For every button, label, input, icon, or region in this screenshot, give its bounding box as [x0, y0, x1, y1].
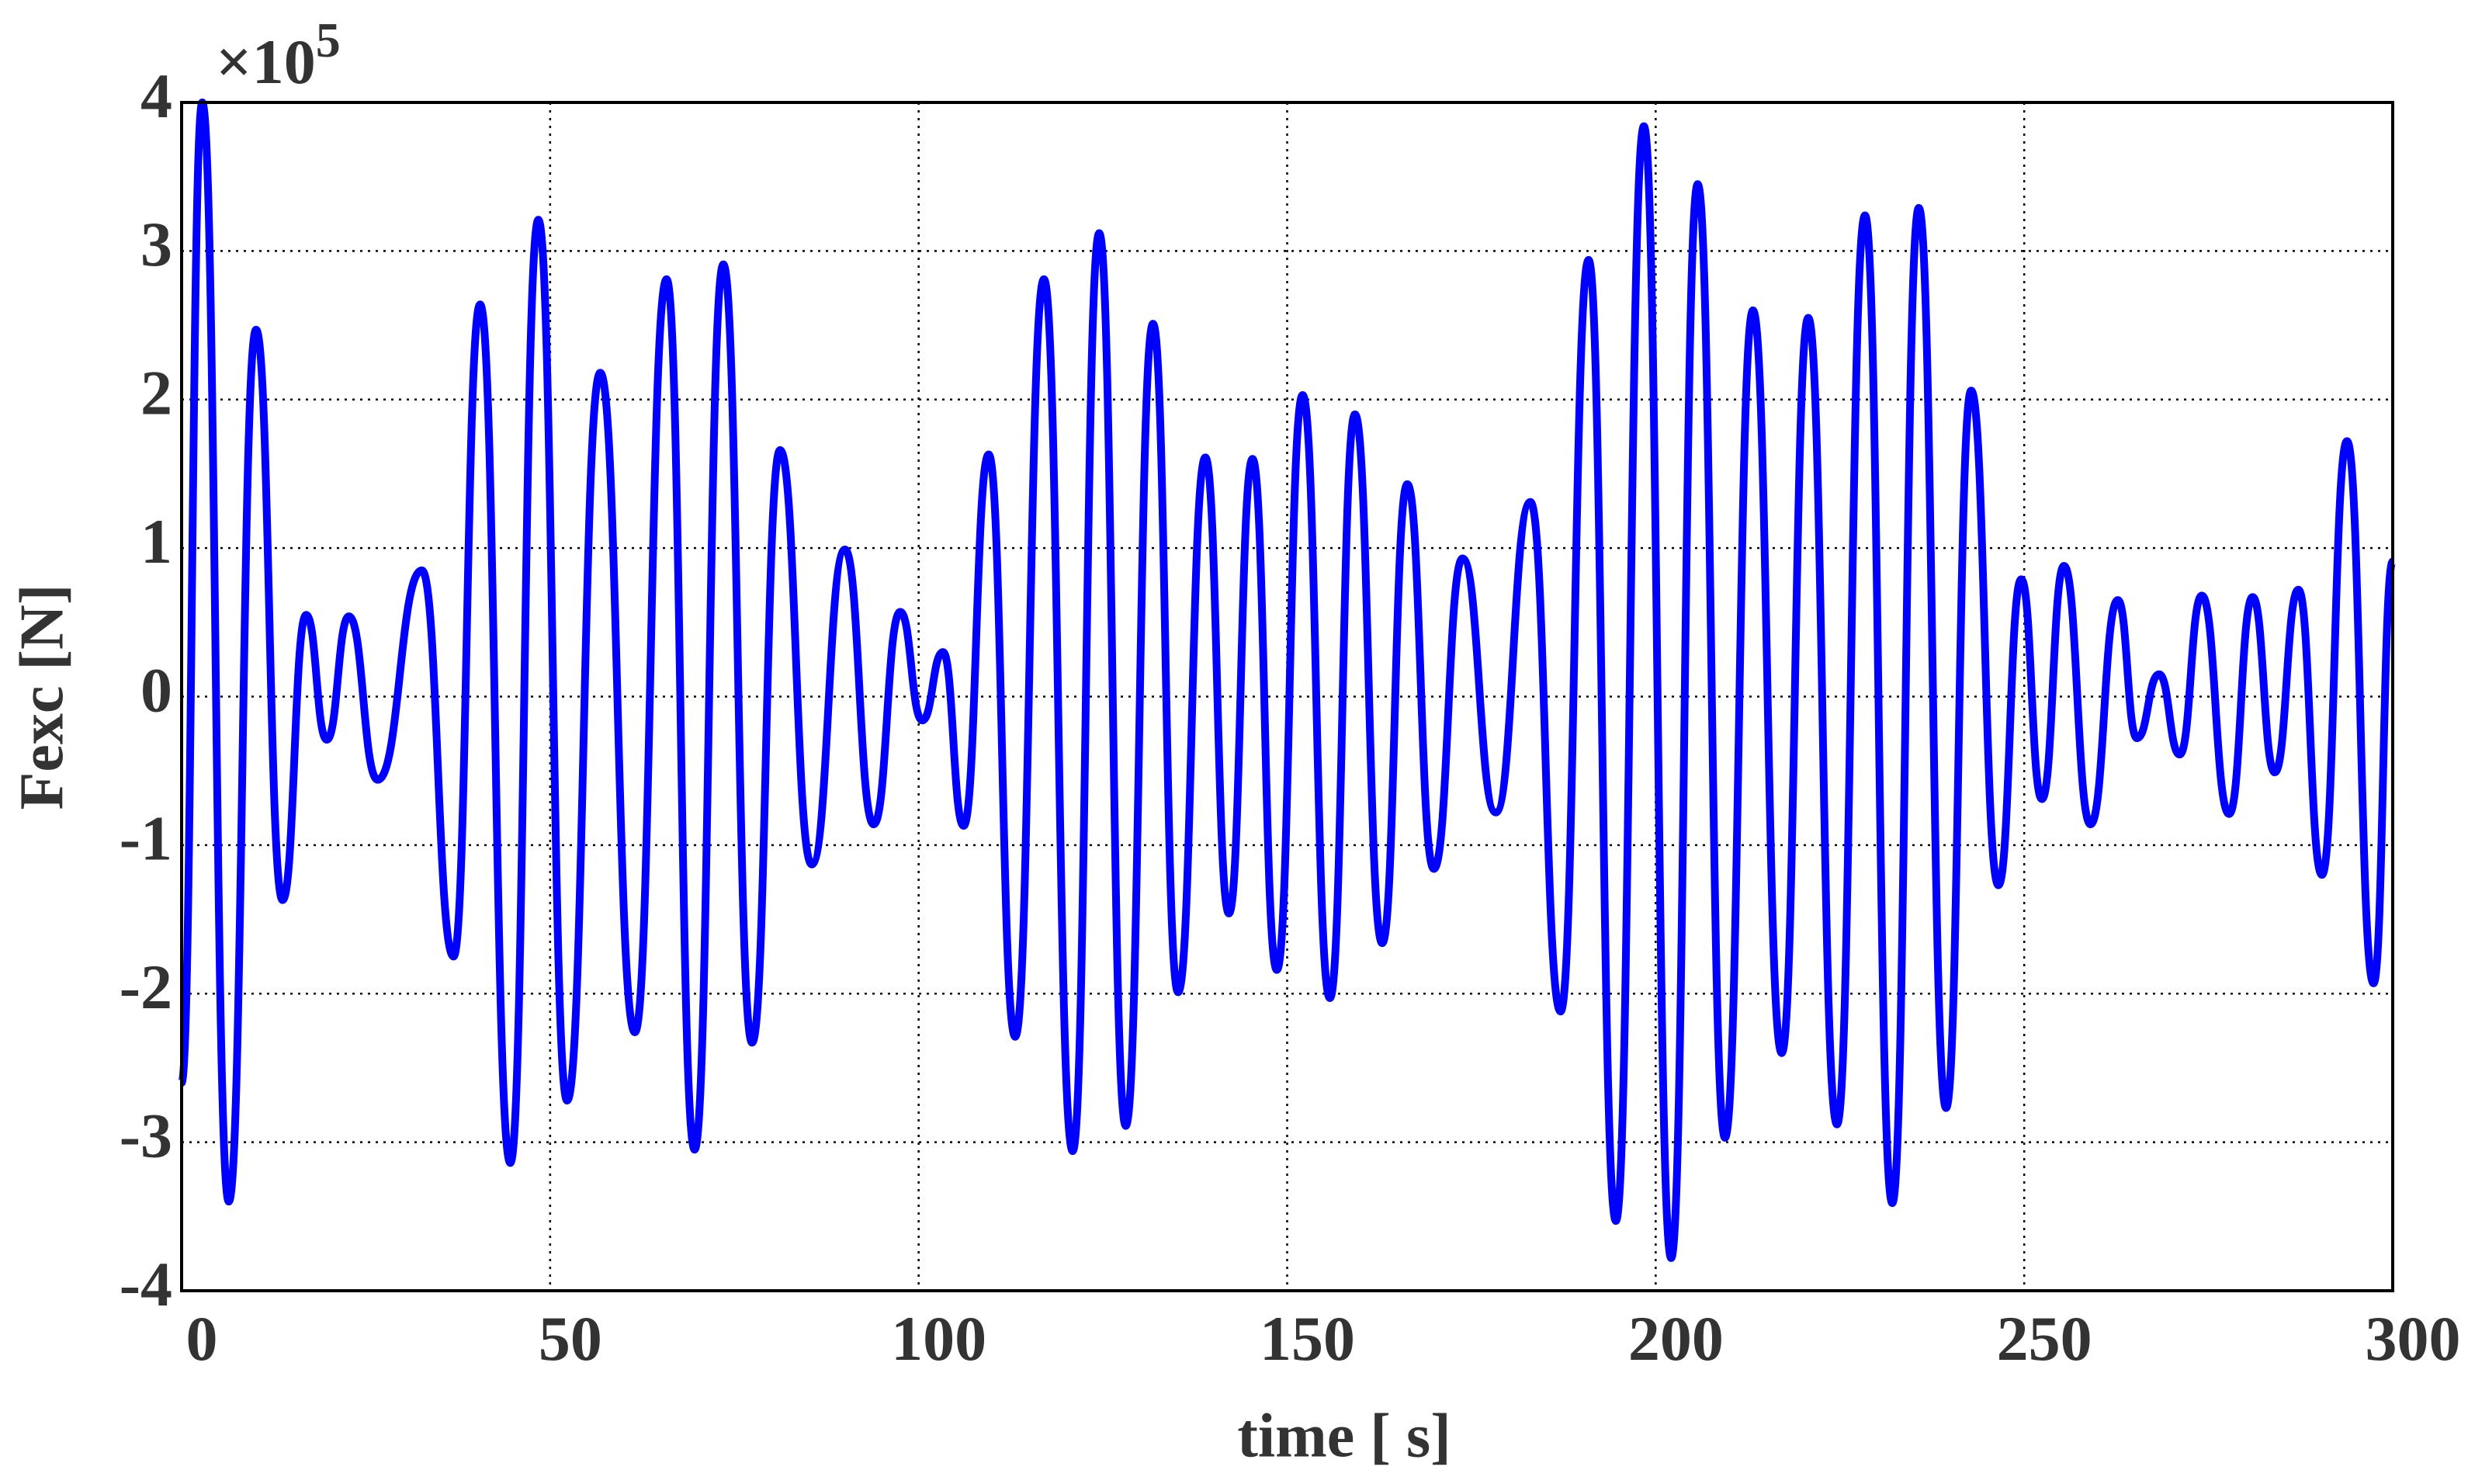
y-multiplier: ×105: [216, 12, 341, 97]
y-tick-label: 2: [140, 358, 172, 428]
x-tick-label: 200: [1628, 1303, 1724, 1374]
y-tick-label: 3: [140, 209, 172, 279]
y-tick-label: -4: [120, 1249, 172, 1319]
y-tick-label: -3: [120, 1100, 172, 1170]
plot-frame: [180, 101, 2394, 1292]
y-tick-label: 4: [140, 61, 172, 131]
y-tick-label: 1: [140, 506, 172, 577]
x-tick-label: 150: [1260, 1303, 1355, 1374]
x-axis-label: time [ s]: [1237, 1402, 1451, 1470]
x-tick-label: 50: [539, 1303, 602, 1374]
y-multiplier-base: ×10: [216, 26, 316, 97]
data-line: [178, 99, 2397, 1262]
x-tick-label: 300: [2366, 1303, 2461, 1374]
y-tick-label: -1: [120, 803, 172, 874]
y-multiplier-exponent: 5: [316, 12, 341, 68]
y-axis-label: Fexc [N]: [8, 584, 76, 810]
y-tick-label: 0: [140, 654, 172, 725]
x-tick-label: 0: [186, 1303, 218, 1374]
x-tick-label: 250: [1997, 1303, 2092, 1374]
y-tick-label: -2: [120, 952, 172, 1022]
x-tick-label: 100: [891, 1303, 986, 1374]
